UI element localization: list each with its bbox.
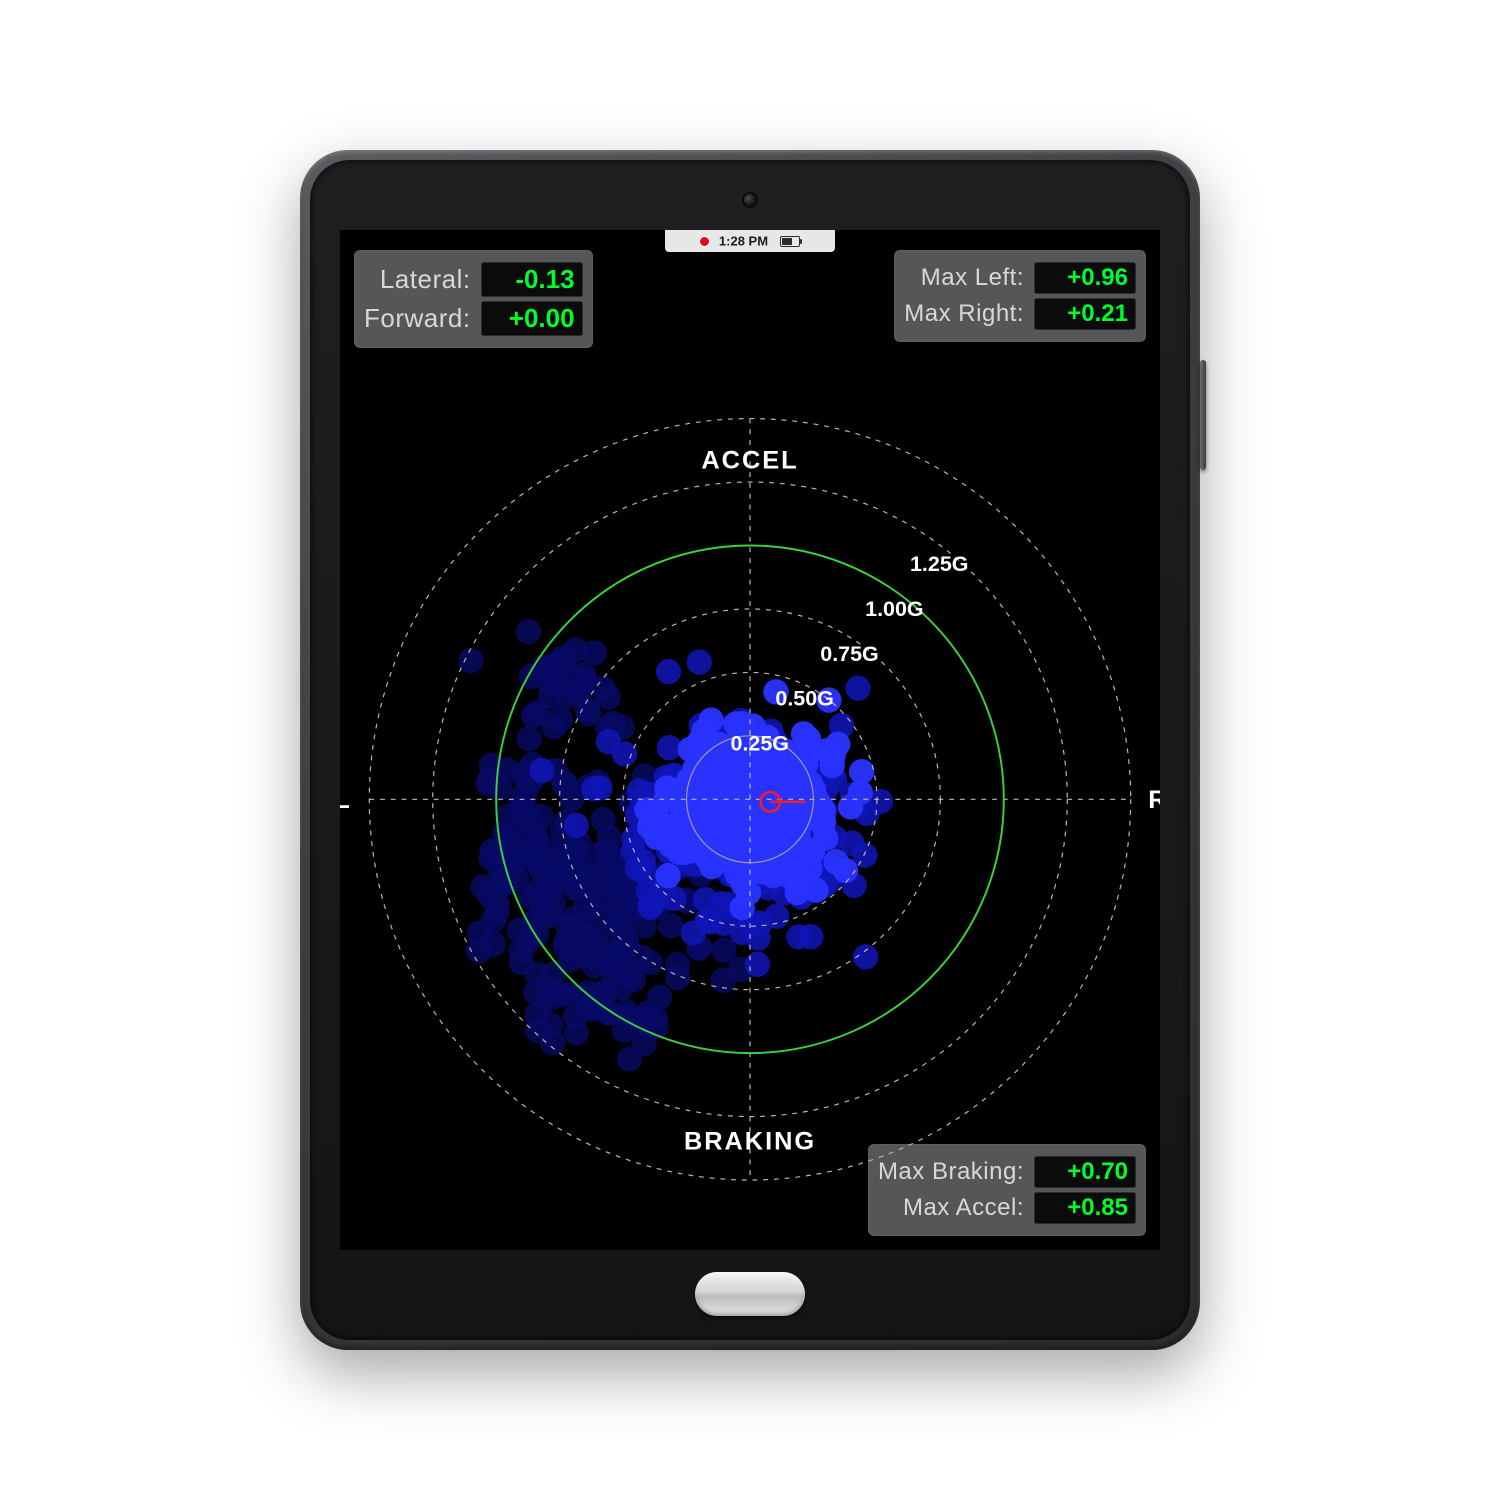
ring-label: 0.50G bbox=[775, 687, 833, 711]
axis-label-braking: BRAKING bbox=[684, 1128, 816, 1156]
status-bar-bg bbox=[665, 230, 835, 252]
home-button[interactable] bbox=[695, 1272, 805, 1316]
readout-label: Max Left: bbox=[921, 264, 1024, 292]
axis-label-left: L bbox=[340, 786, 352, 814]
gforce-plot: 0.25G 0.50G 0.75G 1.00G 1.25G ACCEL BRAKING L R bbox=[340, 290, 1160, 1250]
tablet-frame: 1:28 PM Lateral: -0.13 Forward: +0.00 bbox=[300, 150, 1200, 1350]
gforce-plot-svg: 0.25G 0.50G 0.75G 1.00G 1.25G ACCEL BRAKING L R bbox=[340, 290, 1160, 1250]
app-screen: 1:28 PM Lateral: -0.13 Forward: +0.00 bbox=[340, 230, 1160, 1250]
tablet-side-button[interactable] bbox=[1200, 360, 1206, 470]
ring-label: 1.25G bbox=[910, 552, 968, 576]
ring-label: 0.25G bbox=[731, 732, 789, 756]
ring-label: 1.00G bbox=[865, 597, 923, 621]
tablet-bezel: 1:28 PM Lateral: -0.13 Forward: +0.00 bbox=[310, 160, 1190, 1340]
ring-label: 0.75G bbox=[820, 642, 878, 666]
axis-label-right: R bbox=[1148, 786, 1160, 814]
axis-label-accel: ACCEL bbox=[701, 446, 798, 474]
tablet-camera-icon bbox=[744, 194, 756, 206]
